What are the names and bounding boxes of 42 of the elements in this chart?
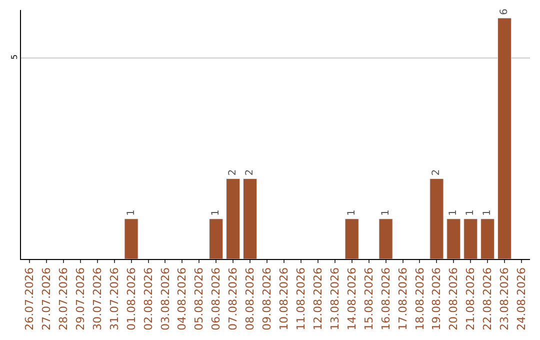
x-tick-label: 05.08.2026 [192,267,206,330]
x-tick-label: 08.08.2026 [244,267,257,330]
data-label: 1 [465,209,476,216]
x-tick-label: 09.08.2026 [260,267,274,330]
x-tick-label: 14.08.2026 [345,267,358,330]
y-tick-label: 5 [10,54,19,60]
x-tick-label: 19.08.2026 [430,267,444,330]
x-tick-label: 15.08.2026 [362,267,376,330]
x-tick-label: 18.08.2026 [413,267,426,330]
x-tick-label: 30.07.2026 [90,267,104,330]
x-tick-label: 17.08.2026 [396,267,410,330]
x-tick-label: 13.08.2026 [328,267,342,330]
data-label: 1 [380,209,392,216]
x-tick-label: 03.08.2026 [158,267,172,330]
x-tick-label: 12.08.2026 [311,267,324,330]
x-tick-label: 21.08.2026 [464,267,478,330]
x-tick-label: 31.07.2026 [108,267,121,330]
data-label: 2 [228,169,239,176]
x-tick-label: 01.08.2026 [124,267,138,330]
x-tick-label: 24.08.2026 [515,267,528,330]
x-tick-label: 02.08.2026 [142,267,155,330]
x-tick-label: 23.08.2026 [498,267,512,330]
x-tick-label: 06.08.2026 [210,267,223,330]
data-label: 1 [126,209,137,216]
x-tick-label: 28.07.2026 [56,267,70,330]
x-tick-label: 20.08.2026 [447,267,460,330]
x-tick-label: 16.08.2026 [379,267,392,330]
data-label: 6 [499,8,510,16]
x-tick-label: 27.07.2026 [40,267,54,330]
x-tick-label: 04.08.2026 [176,267,189,330]
data-label: 2 [244,169,256,176]
x-tick-label: 10.08.2026 [278,267,291,330]
x-tick-label: 11.08.2026 [294,267,308,330]
data-label: 1 [210,209,222,216]
data-label: 1 [448,209,460,216]
data-label: 1 [482,209,494,216]
data-label: 2 [431,169,442,176]
x-tick-label: 07.08.2026 [226,267,240,330]
data-label: 1 [346,209,358,216]
x-tick-label: 22.08.2026 [481,267,494,330]
x-tick-label: 26.07.2026 [23,267,36,330]
x-tick-label: 29.07.2026 [74,267,87,330]
